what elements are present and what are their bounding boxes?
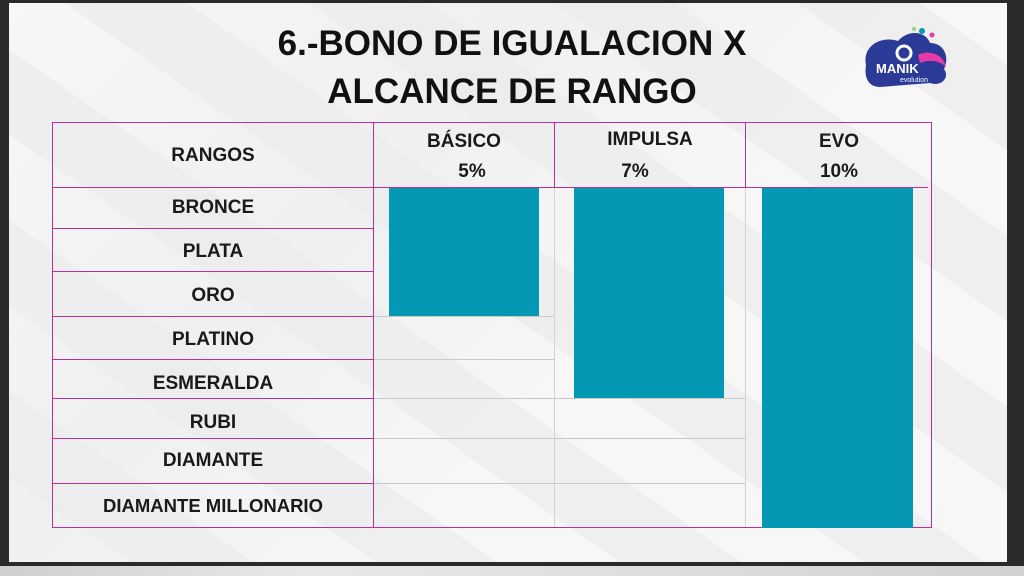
rank-diamante: DIAMANTE [162, 450, 264, 471]
rank-bronce: BRONCE [171, 197, 255, 218]
col-divider-1 [373, 122, 374, 528]
rank-oro: ORO [191, 285, 235, 306]
table-bottom-border [52, 527, 932, 528]
rank-rubi: RUBI [189, 412, 237, 433]
row-divider [374, 438, 745, 439]
header-rangos: RANGOS [171, 145, 255, 166]
table-left-border [52, 122, 53, 528]
bar-impulsa-reach [574, 188, 724, 398]
header-basico-name: BÁSICO [427, 131, 501, 152]
bar-evo-reach [762, 188, 913, 528]
rank-diamante-millonario: DIAMANTE MILLONARIO [103, 495, 323, 516]
header-impulsa-name: IMPULSA [607, 129, 693, 150]
header-bottom-border [52, 187, 928, 188]
row-divider [52, 359, 374, 360]
row-divider [52, 271, 374, 272]
col-divider-2-header [554, 122, 555, 188]
header-impulsa-percent: 7% [621, 161, 649, 182]
bottom-strip [0, 566, 1024, 576]
row-divider [374, 359, 554, 360]
col-divider-3-header [745, 122, 746, 188]
table-top-border [52, 122, 932, 123]
manik-logo: MANIK evolution [865, 27, 947, 87]
col-divider-3 [745, 188, 746, 527]
slide-title-line1: 6.-BONO DE IGUALACION X [277, 24, 747, 63]
col-divider-2 [554, 188, 555, 527]
row-divider [374, 483, 745, 484]
bar-basico-reach [389, 188, 539, 316]
row-divider [374, 398, 745, 399]
row-divider [52, 316, 374, 317]
header-evo-name: EVO [818, 131, 860, 152]
logo-subtext: evolution [900, 77, 928, 84]
rank-plata: PLATA [182, 241, 244, 262]
row-divider [52, 398, 374, 399]
row-divider [52, 228, 374, 229]
row-divider [374, 316, 554, 317]
row-divider [52, 438, 374, 439]
rank-esmeralda: ESMERALDA [152, 373, 274, 394]
rank-platino: PLATINO [172, 329, 254, 350]
slide-title-line2: ALCANCE DE RANGO [327, 72, 697, 111]
table-right-border [931, 122, 932, 528]
row-divider [52, 483, 374, 484]
header-evo-percent: 10% [819, 161, 859, 182]
logo-text: MANIK [876, 61, 919, 76]
header-basico-percent: 5% [458, 161, 486, 182]
